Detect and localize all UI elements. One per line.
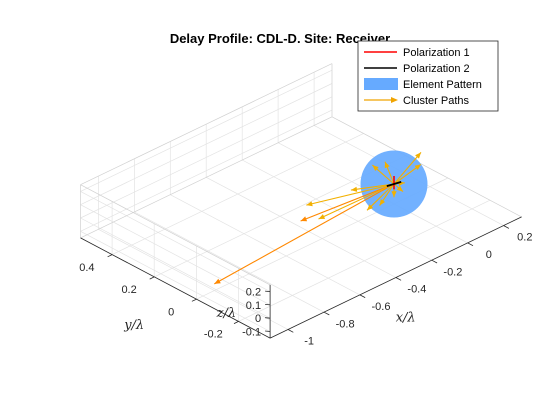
gridline-back-z [80, 109, 333, 232]
z-axis-label: z/λ [216, 306, 236, 321]
x-axis-line [269, 216, 522, 339]
gridline-back-z [80, 83, 333, 206]
x-axis-label: x/λ [396, 310, 416, 325]
x-tick-mark [395, 277, 402, 281]
cluster-path-line [306, 183, 395, 206]
y-tick-mark [149, 276, 155, 280]
z-tick-label: 0.2 [246, 287, 261, 299]
legend-label: Polarization 1 [403, 47, 470, 59]
z-tick-mark [265, 330, 271, 332]
y-tick-mark [107, 254, 113, 258]
gridline-left-z [80, 217, 271, 319]
cluster-path-arrowhead [300, 216, 308, 222]
box-edge [80, 63, 333, 186]
cluster-path-arrowhead [214, 278, 221, 284]
cluster-path-line [214, 183, 395, 285]
gridline-back-z [80, 96, 333, 219]
cluster-path-arrowhead [379, 199, 386, 206]
cluster-path-line [366, 183, 395, 211]
y-tick-label: 0 [168, 306, 174, 318]
x-tick-mark [287, 329, 294, 333]
x-tick-mark [359, 294, 366, 298]
cluster-path-arrowhead [396, 185, 403, 192]
cluster-path-arrowhead [318, 214, 326, 219]
x-tick-mark [323, 311, 330, 316]
cluster-path-arrowhead [415, 152, 421, 159]
cluster-path-arrowhead [350, 186, 358, 192]
cluster-path-arrowhead [306, 201, 313, 207]
cluster-path-arrowhead [372, 165, 379, 171]
legend-label: Polarization 2 [403, 63, 470, 75]
z-tick-label: -0.1 [242, 327, 261, 339]
polarization-2-line [386, 181, 402, 187]
box-edge [331, 116, 522, 218]
cluster-path-line [350, 183, 395, 191]
legend-label: Cluster Paths [403, 95, 470, 107]
cluster-path-line [393, 152, 422, 185]
x-tick-label: -0.6 [372, 301, 391, 313]
cluster-path-arrowhead [384, 161, 390, 169]
gridline-floor-x [170, 194, 361, 296]
z-tick-mark [265, 290, 271, 292]
x-tick-label: -0.8 [336, 318, 355, 330]
x-tick-label: -0.4 [407, 284, 426, 296]
chart-title: Delay Profile: CDL-D. Site: Receiver [170, 31, 390, 46]
x-tick-label: 0.2 [517, 232, 532, 244]
x-tick-label: -0.2 [443, 266, 462, 278]
gridline-back-z [80, 69, 333, 192]
y-axis-line [80, 237, 271, 339]
cluster-path-line [318, 183, 395, 220]
z-tick-label: 0.1 [246, 300, 261, 312]
legend-swatch-arrowhead [391, 97, 398, 103]
legend: Polarization 1 Polarization 2 Element Patt… [357, 40, 499, 112]
gridline-left-z [80, 230, 271, 332]
y-axis-label: y/λ [123, 318, 144, 333]
y-tick-label: 0.2 [121, 284, 136, 296]
x-tick-mark [431, 259, 438, 264]
cluster-path-arrowhead [367, 204, 374, 211]
cluster-path-arrowhead [391, 191, 397, 198]
x-tick-label: -1 [304, 336, 314, 348]
legend-label: Element Pattern [403, 79, 482, 91]
x-tick-mark [503, 225, 510, 229]
box-edge [80, 116, 333, 239]
gridline-floor-y [238, 199, 491, 322]
gridline-floor-y [111, 133, 364, 255]
cluster-path-arrowhead [414, 164, 421, 170]
x-tick-label: 0 [486, 249, 492, 261]
gridline-left-z [80, 191, 271, 292]
cluster-path-line [300, 183, 395, 222]
gridline-left-z [80, 204, 271, 306]
box-edge [80, 184, 271, 286]
z-tick-mark [265, 317, 271, 319]
y-tick-label: 0.4 [79, 262, 94, 274]
z-tick-label: 0 [255, 313, 261, 325]
gridline-floor-x [134, 211, 325, 313]
plot-data [214, 150, 428, 285]
z-tick-mark [265, 304, 271, 306]
x-tick-mark [467, 242, 474, 247]
y-tick-mark [191, 298, 197, 302]
y-tick-mark [233, 321, 239, 324]
y-tick-label: -0.2 [204, 329, 223, 341]
legend-swatch-patch [364, 78, 398, 90]
